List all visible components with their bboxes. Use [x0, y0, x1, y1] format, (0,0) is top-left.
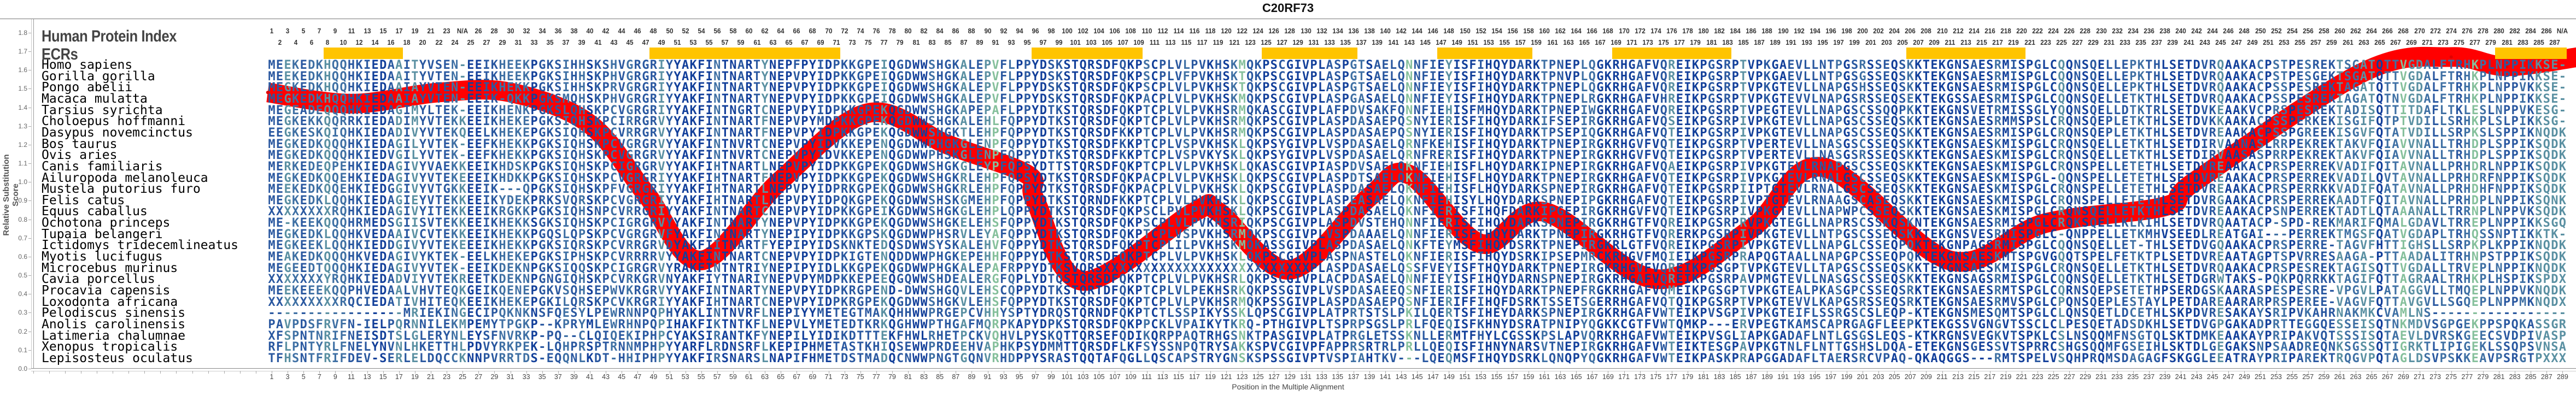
alignment-grid: MEEKEDKHQQHKIEDAAITYVSEN-EEIKHEEKPGKSIHH…	[0, 0, 2576, 396]
